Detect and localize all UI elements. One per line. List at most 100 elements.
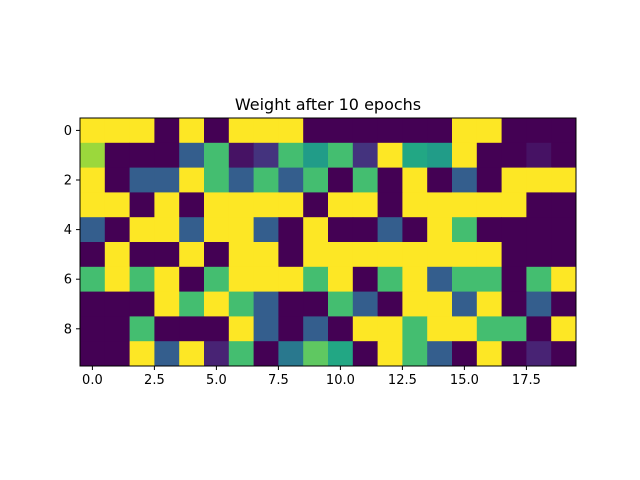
heatmap-cell bbox=[303, 316, 329, 342]
heatmap-cell bbox=[526, 316, 552, 342]
heatmap-cell bbox=[154, 341, 180, 367]
heatmap-cell bbox=[80, 242, 106, 268]
heatmap-cell bbox=[476, 167, 502, 193]
x-tick-label: 17.5 bbox=[512, 373, 541, 388]
heatmap-cell bbox=[228, 291, 254, 317]
x-tick-label: 10.0 bbox=[326, 373, 355, 388]
heatmap-cell bbox=[427, 192, 453, 218]
heatmap-cell bbox=[154, 291, 180, 317]
heatmap-cell bbox=[328, 242, 354, 268]
heatmap-cell bbox=[204, 192, 230, 218]
heatmap-cell bbox=[253, 266, 279, 292]
heatmap-cell bbox=[501, 167, 527, 193]
heatmap-cell bbox=[501, 118, 527, 144]
heatmap-cell bbox=[551, 118, 577, 144]
heatmap-cell bbox=[328, 142, 354, 168]
heatmap-cell bbox=[402, 291, 428, 317]
heatmap-cell bbox=[228, 316, 254, 342]
heatmap-cell bbox=[501, 291, 527, 317]
heatmap-cell bbox=[476, 242, 502, 268]
heatmap-cell bbox=[377, 266, 403, 292]
heatmap-cell bbox=[328, 341, 354, 367]
heatmap-cell bbox=[204, 242, 230, 268]
heatmap-cell bbox=[551, 217, 577, 243]
heatmap-cell bbox=[427, 266, 453, 292]
heatmap-cell bbox=[352, 291, 378, 317]
x-tick-label: 7.5 bbox=[268, 373, 289, 388]
heatmap-cell bbox=[80, 142, 106, 168]
x-axis: 0.0 2.5 5.0 7.5 10.0 12.5 15.0 17.5 bbox=[82, 366, 541, 388]
heatmap-cell bbox=[427, 142, 453, 168]
heatmap-cell bbox=[253, 192, 279, 218]
heatmap-cell bbox=[278, 242, 304, 268]
heatmap-cell bbox=[129, 341, 155, 367]
heatmap-cell bbox=[253, 316, 279, 342]
heatmap-cell bbox=[228, 242, 254, 268]
heatmap-cell bbox=[129, 291, 155, 317]
heatmap-cell bbox=[501, 316, 527, 342]
heatmap-cell bbox=[154, 217, 180, 243]
heatmap-cell bbox=[377, 291, 403, 317]
heatmap-cell bbox=[452, 142, 478, 168]
heatmap-cell bbox=[278, 217, 304, 243]
heatmap-cell bbox=[427, 217, 453, 243]
heatmap-cell bbox=[526, 341, 552, 367]
heatmap-cell bbox=[179, 316, 205, 342]
heatmap-cell bbox=[526, 142, 552, 168]
heatmap-cell bbox=[328, 266, 354, 292]
heatmap-cell bbox=[452, 167, 478, 193]
x-tick-label: 2.5 bbox=[144, 373, 165, 388]
heatmap-cell bbox=[104, 242, 130, 268]
heatmap-cell bbox=[104, 341, 130, 367]
y-tick-label: 0 bbox=[64, 124, 72, 139]
heatmap-cell bbox=[526, 266, 552, 292]
heatmap-cell bbox=[104, 316, 130, 342]
heatmap-cell bbox=[377, 118, 403, 144]
heatmap-cell bbox=[551, 266, 577, 292]
heatmap-cell bbox=[551, 316, 577, 342]
heatmap-cell bbox=[278, 167, 304, 193]
heatmap-cell bbox=[352, 217, 378, 243]
heatmap-cell bbox=[501, 242, 527, 268]
heatmap-cell bbox=[253, 341, 279, 367]
heatmap-cell bbox=[80, 266, 106, 292]
heatmap-cell bbox=[452, 242, 478, 268]
heatmap-cell bbox=[204, 291, 230, 317]
heatmap-cell bbox=[204, 341, 230, 367]
heatmap-cell bbox=[352, 192, 378, 218]
heatmap-cell bbox=[228, 192, 254, 218]
heatmap-cell bbox=[452, 266, 478, 292]
heatmap-cell bbox=[154, 167, 180, 193]
heatmap-cell bbox=[501, 217, 527, 243]
heatmap-cell bbox=[501, 142, 527, 168]
heatmap-cell bbox=[80, 118, 106, 144]
heatmap-cell bbox=[104, 142, 130, 168]
heatmap-cell bbox=[204, 266, 230, 292]
heatmap-cell bbox=[204, 316, 230, 342]
heatmap-cell bbox=[154, 266, 180, 292]
heatmap-cell bbox=[427, 316, 453, 342]
heatmap-cell bbox=[526, 118, 552, 144]
heatmap-cell bbox=[278, 341, 304, 367]
heatmap-cell bbox=[228, 217, 254, 243]
heatmap-cell bbox=[452, 192, 478, 218]
heatmap-cell bbox=[402, 118, 428, 144]
heatmap-cell bbox=[526, 192, 552, 218]
heatmap-cell bbox=[328, 118, 354, 144]
heatmap-cell bbox=[427, 118, 453, 144]
heatmap-cell bbox=[328, 316, 354, 342]
heatmap-cell bbox=[253, 291, 279, 317]
heatmap-cell bbox=[303, 118, 329, 144]
heatmap-cell bbox=[352, 316, 378, 342]
heatmap-cell bbox=[228, 167, 254, 193]
heatmap-cell bbox=[402, 217, 428, 243]
heatmap-cell bbox=[278, 118, 304, 144]
heatmap-cell bbox=[476, 316, 502, 342]
heatmap-cell bbox=[452, 316, 478, 342]
x-tick-label: 5.0 bbox=[206, 373, 227, 388]
heatmap-cell bbox=[278, 192, 304, 218]
heatmap-cell bbox=[129, 242, 155, 268]
heatmap-cell bbox=[179, 167, 205, 193]
heatmap-cell bbox=[303, 242, 329, 268]
